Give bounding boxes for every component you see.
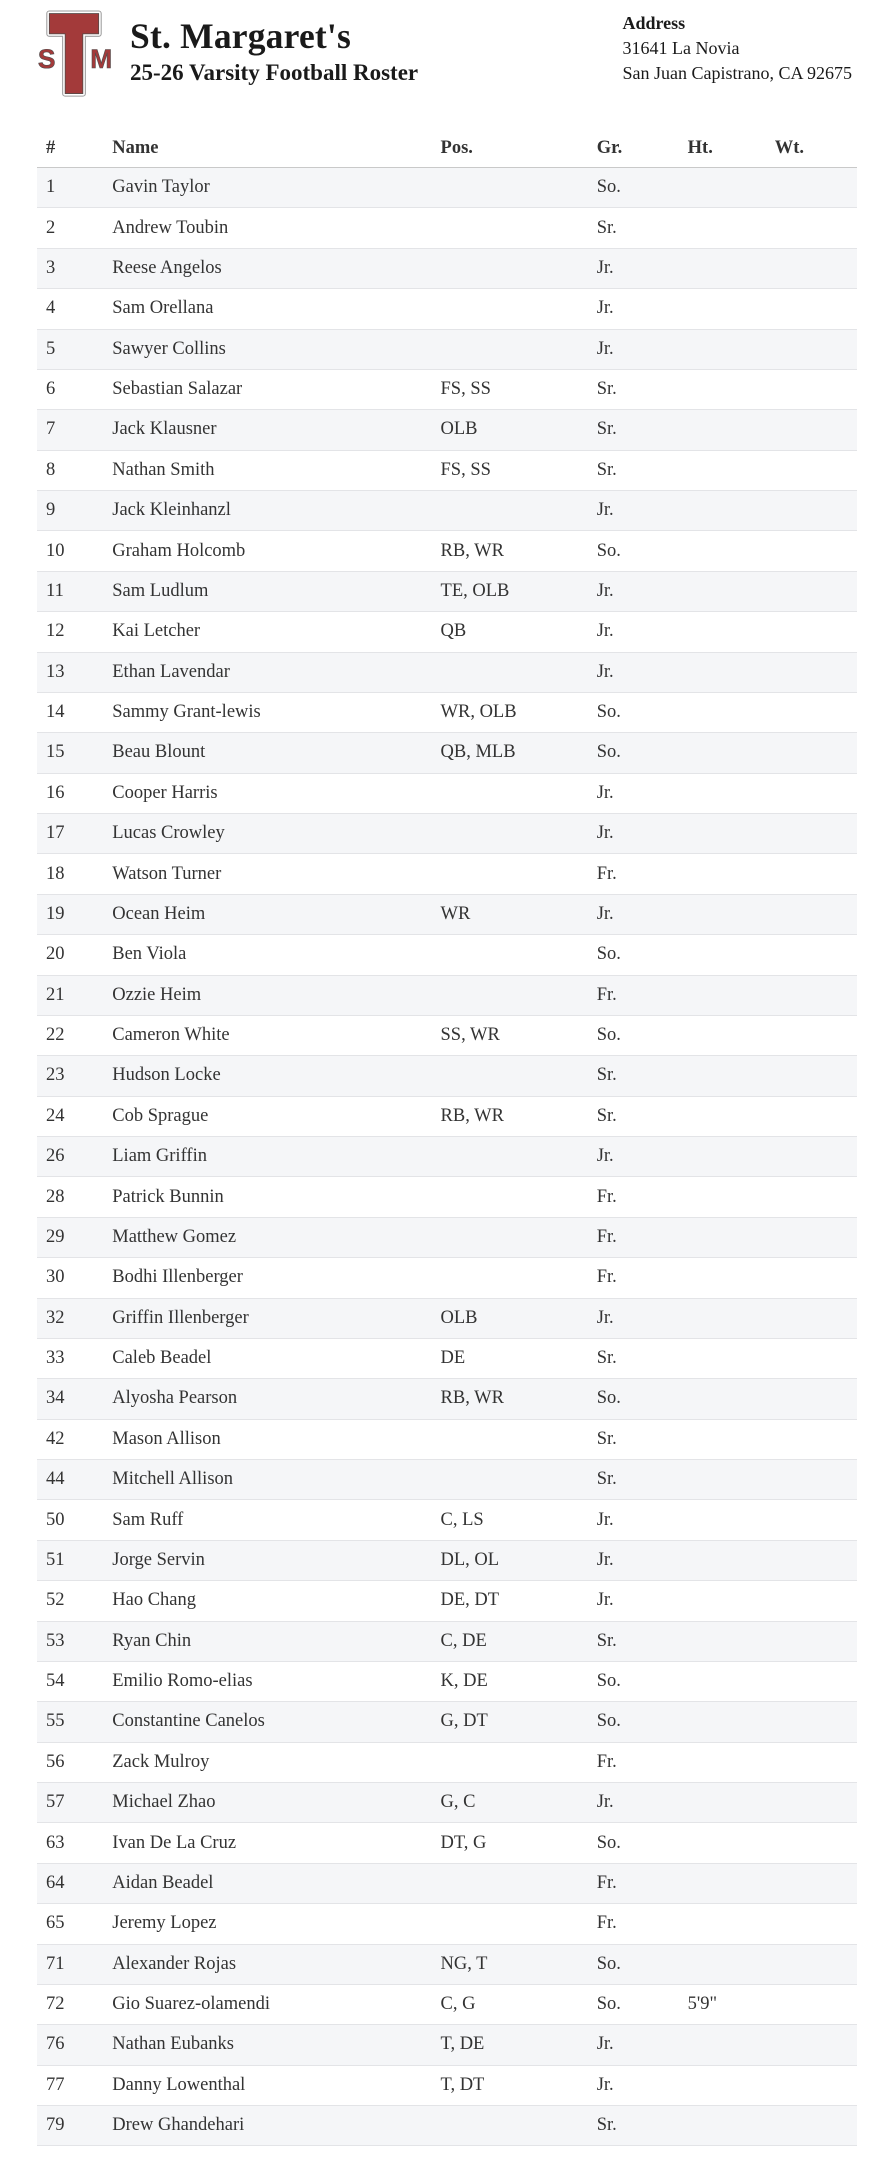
svg-text:M: M xyxy=(90,44,112,74)
svg-text:S: S xyxy=(38,44,56,74)
